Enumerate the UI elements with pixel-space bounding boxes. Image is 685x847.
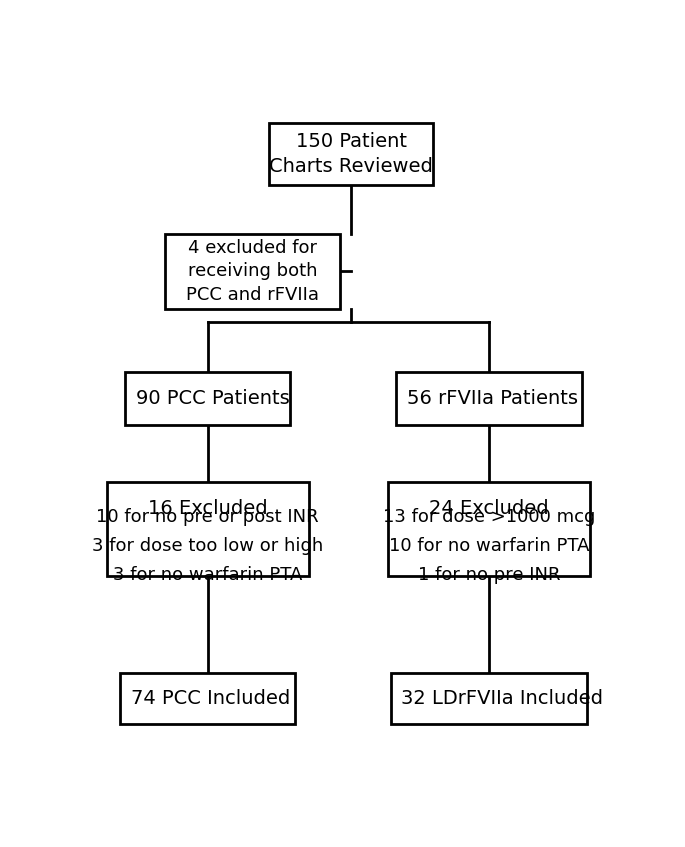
FancyBboxPatch shape <box>396 372 582 425</box>
Text: 10 for no pre or post INR
3 for dose too low or high
3 for no warfarin PTA: 10 for no pre or post INR 3 for dose too… <box>92 507 323 584</box>
FancyBboxPatch shape <box>107 482 308 576</box>
FancyBboxPatch shape <box>165 234 340 308</box>
Text: 90 PCC Patients: 90 PCC Patients <box>136 389 290 408</box>
FancyBboxPatch shape <box>388 482 590 576</box>
FancyBboxPatch shape <box>391 673 587 724</box>
Text: 24 Excluded: 24 Excluded <box>429 499 549 518</box>
Text: 56 rFVIIa Patients: 56 rFVIIa Patients <box>407 389 578 408</box>
Text: 150 Patient
Charts Reviewed: 150 Patient Charts Reviewed <box>269 132 433 176</box>
FancyBboxPatch shape <box>125 372 290 425</box>
FancyBboxPatch shape <box>269 123 434 185</box>
Text: 13 for dose >1000 mcg
10 for no warfarin PTA
1 for no pre INR: 13 for dose >1000 mcg 10 for no warfarin… <box>383 507 595 584</box>
Text: 16 Excluded: 16 Excluded <box>148 499 268 518</box>
FancyBboxPatch shape <box>120 673 295 724</box>
Text: 4 excluded for
receiving both
PCC and rFVIIa: 4 excluded for receiving both PCC and rF… <box>186 239 319 304</box>
Text: 74 PCC Included: 74 PCC Included <box>131 689 290 708</box>
Text: 32 LDrFVIIa Included: 32 LDrFVIIa Included <box>401 689 603 708</box>
